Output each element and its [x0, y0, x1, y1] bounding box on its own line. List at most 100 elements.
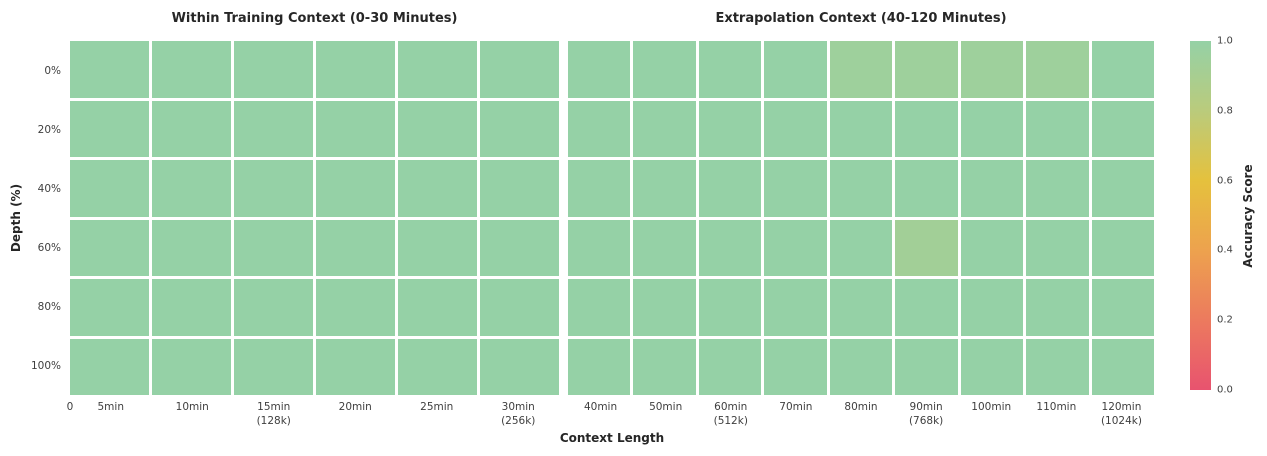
heatmap-cell	[398, 279, 477, 336]
y-tick-labels: 0% 20% 40% 60% 80% 100%	[0, 41, 64, 395]
heatmap-cell	[398, 100, 477, 157]
y-tick-label: 0%	[44, 64, 61, 77]
y-tick-label: 60%	[37, 241, 61, 254]
heatmap-cell	[698, 219, 762, 276]
heatmap-cell	[1091, 100, 1154, 157]
heatmap-cell	[633, 100, 696, 157]
heatmap-cell	[764, 41, 827, 98]
heatmap-cell	[70, 160, 149, 217]
x-tick-label: 10min	[175, 401, 209, 413]
heatmap-cell	[480, 100, 559, 157]
heatmap-cell	[70, 338, 149, 395]
heatmap-cell	[234, 219, 313, 276]
x-axis-label: Context Length	[559, 431, 665, 445]
colorbar-tick-label: 0.6	[1217, 175, 1233, 187]
colorbar-tick-label: 0.8	[1217, 105, 1233, 117]
heatmap-cell	[895, 160, 958, 217]
heatmap-cell	[1091, 41, 1154, 98]
heatmap-cell	[698, 100, 762, 157]
colorbar-tick-label: 1.0	[1217, 35, 1233, 47]
heatmap-cell	[1026, 279, 1089, 336]
heatmap-cell	[70, 219, 149, 276]
heatmap-panel-left	[70, 41, 559, 395]
colorbar-tick-label: 0.2	[1217, 314, 1233, 326]
x-tick-label: 20min	[338, 401, 372, 413]
x-tick-label: 60min (512k)	[713, 401, 748, 428]
heatmap-cell	[764, 160, 827, 217]
heatmap-cell	[764, 338, 827, 395]
panel-title-left: Within Training Context (0-30 Minutes)	[171, 11, 458, 26]
heatmap-cell	[316, 100, 395, 157]
heatmap-cell	[70, 100, 149, 157]
heatmap-cell	[480, 41, 559, 98]
x-tick-label: 5min	[97, 401, 124, 413]
heatmap-cell	[698, 279, 762, 336]
x-tick-label: 70min	[779, 401, 813, 413]
x-tick-label: 120min (1024k)	[1100, 401, 1142, 428]
heatmap-cell	[1091, 219, 1154, 276]
heatmap-cell	[895, 338, 958, 395]
heatmap-cell	[152, 279, 231, 336]
heatmap-cell	[568, 160, 631, 217]
colorbar-tick-label: 0.0	[1217, 384, 1233, 396]
colorbar-label: Accuracy Score	[1241, 164, 1255, 268]
heatmap-cell	[633, 41, 696, 98]
y-tick-label: 100%	[30, 359, 61, 372]
heatmap-cell	[316, 160, 395, 217]
heatmap-cell	[1026, 41, 1089, 98]
heatmap-cell	[698, 160, 762, 217]
heatmap-cell	[568, 279, 631, 336]
heatmap-cell	[633, 279, 696, 336]
heatmap-cell	[568, 219, 631, 276]
x-tick-label: 80min	[844, 401, 878, 413]
heatmap-cell	[960, 219, 1024, 276]
heatmap-cell	[568, 338, 631, 395]
heatmap-cell	[1026, 160, 1089, 217]
heatmap-cell	[960, 279, 1024, 336]
x-tick-zero: 0	[66, 401, 74, 413]
x-tick-label: 110min	[1036, 401, 1077, 413]
x-tick-label: 90min (768k)	[908, 401, 944, 428]
heatmap-cell	[633, 160, 696, 217]
heatmap-cell	[895, 219, 958, 276]
heatmap-cell	[152, 100, 231, 157]
heatmap-cell	[480, 338, 559, 395]
heatmap-cell	[152, 41, 231, 98]
heatmap-cell	[70, 41, 149, 98]
x-tick-label: 25min	[420, 401, 454, 413]
heatmap-cell	[480, 219, 559, 276]
colorbar	[1190, 41, 1211, 390]
heatmap-cell	[480, 160, 559, 217]
heatmap-cell	[829, 160, 893, 217]
y-tick-label: 40%	[37, 182, 61, 195]
heatmap-cell	[568, 41, 631, 98]
y-tick-label: 20%	[37, 123, 61, 136]
panel-title-right: Extrapolation Context (40-120 Minutes)	[715, 11, 1007, 26]
heatmap-cell	[316, 41, 395, 98]
heatmap-cell	[960, 338, 1024, 395]
heatmap-cell	[829, 338, 893, 395]
heatmap-cell	[234, 100, 313, 157]
heatmap-cell	[398, 160, 477, 217]
heatmap-cell	[1026, 338, 1089, 395]
heatmap-cell	[960, 41, 1024, 98]
colorbar-tick-label: 0.4	[1217, 244, 1233, 256]
x-tick-label: 15min (128k)	[256, 401, 291, 428]
heatmap-cell	[316, 338, 395, 395]
heatmap-cell	[960, 100, 1024, 157]
heatmap-cell	[1091, 338, 1154, 395]
heatmap-cell	[895, 279, 958, 336]
heatmap-cell	[152, 160, 231, 217]
x-tick-label: 50min	[649, 401, 683, 413]
heatmap-cell	[895, 100, 958, 157]
heatmap-cell	[234, 160, 313, 217]
x-tick-label: 40min	[583, 401, 618, 413]
heatmap-cell	[316, 219, 395, 276]
heatmap-cell	[398, 41, 477, 98]
heatmap-cell	[698, 41, 762, 98]
heatmap-cell	[633, 219, 696, 276]
y-tick-label: 80%	[37, 300, 61, 313]
heatmap-cell	[829, 219, 893, 276]
x-tick-label: 100min	[971, 401, 1012, 413]
